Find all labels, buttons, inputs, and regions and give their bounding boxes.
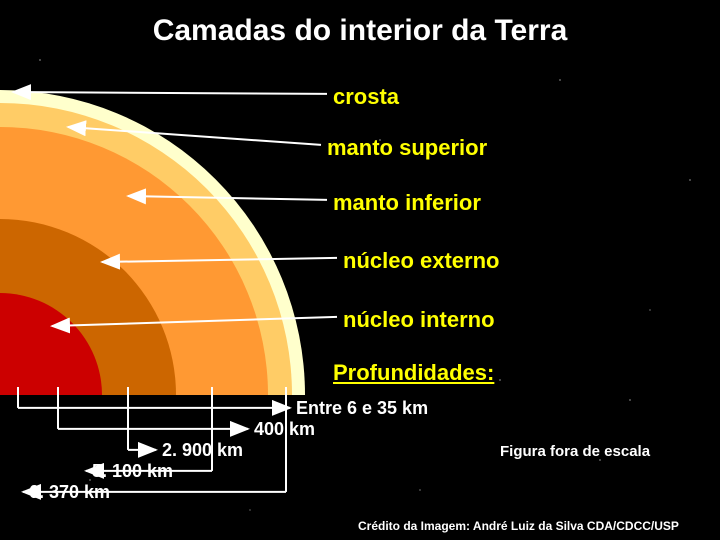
label-manto-superior: manto superior — [327, 135, 487, 161]
depth-label-4: 6. 370 km — [29, 482, 110, 503]
label-nucleo-externo: núcleo externo — [343, 248, 499, 274]
label-manto-inferior: manto inferior — [333, 190, 481, 216]
depth-label-3: 5. 100 km — [92, 461, 173, 482]
depth-label-1: 400 km — [254, 419, 315, 440]
image-credit: Crédito da Imagem: André Luiz da Silva C… — [358, 519, 679, 533]
pointer-crosta — [13, 92, 327, 94]
scale-note: Figura fora de escala — [500, 443, 650, 460]
label-crosta: crosta — [333, 84, 399, 110]
depth-label-0: Entre 6 e 35 km — [296, 398, 428, 419]
depths-heading: Profundidades: — [333, 360, 494, 386]
label-nucleo-interno: núcleo interno — [343, 307, 495, 333]
depth-label-2: 2. 900 km — [162, 440, 243, 461]
